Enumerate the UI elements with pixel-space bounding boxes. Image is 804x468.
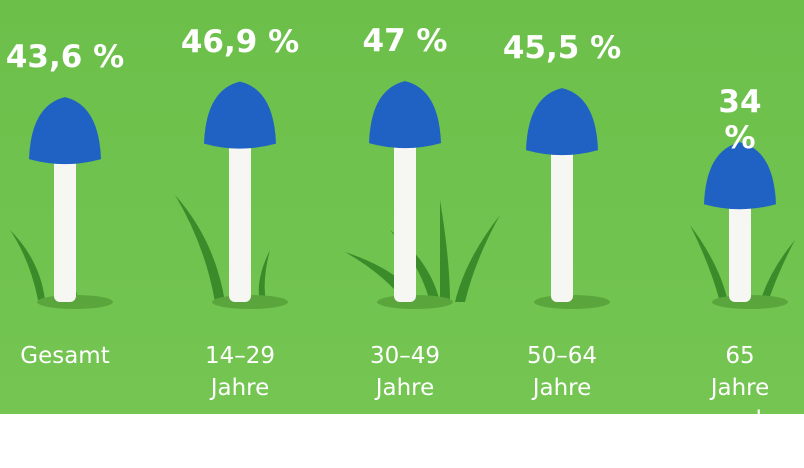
mushroom [526,88,610,309]
cap [369,81,441,148]
cap [29,97,101,164]
stem [229,137,251,302]
infographic: 43,6 % Gesamt 46,9 % 14–29 Jahre 47 % 30–49 J… [0,0,804,414]
stem [551,143,573,302]
value-label: 45,5 % [503,30,621,66]
stem [394,136,416,302]
mushroom [29,97,113,309]
category-label: 14–29 Jahre [205,340,275,404]
value-label: 47 % [363,23,448,59]
value-label: 43,6 % [6,39,124,75]
stem [729,197,751,302]
category-label: 30–49 Jahre [370,340,440,404]
cap [204,82,276,149]
cap [526,88,598,155]
category-label: 65 Jahre und älter [708,340,772,468]
value-label: 46,9 % [181,24,299,60]
category-label: Gesamt [20,340,109,372]
value-label: 34 % [708,84,772,156]
stem [54,152,76,302]
category-label: 50–64 Jahre [527,340,597,404]
